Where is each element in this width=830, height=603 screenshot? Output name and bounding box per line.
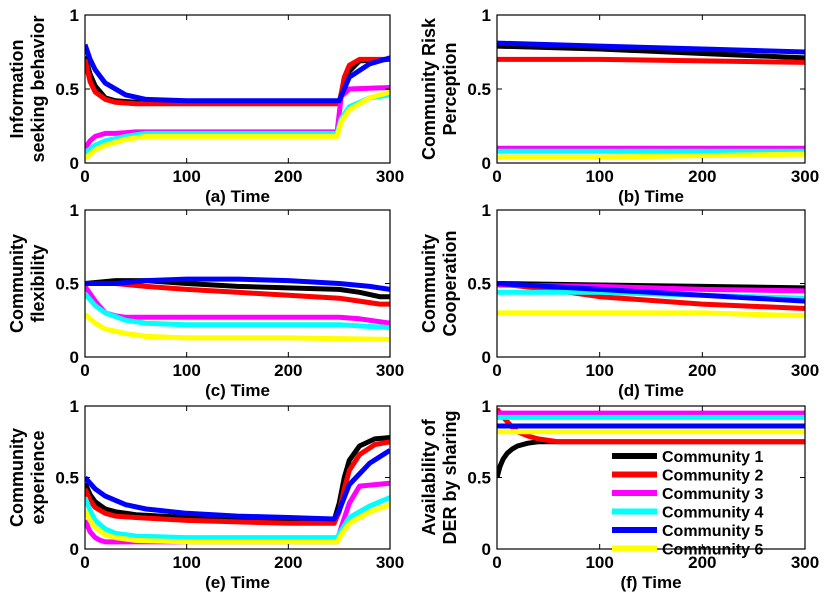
y-tick-label: 1 xyxy=(482,397,491,416)
series-group xyxy=(497,40,805,160)
series-line-1 xyxy=(497,43,805,61)
panel-c: 0 100 200 300 0 0.5 1 (c) Time Communityflexibil… xyxy=(7,201,404,400)
x-tick-label: 0 xyxy=(80,361,89,380)
series-line-5 xyxy=(85,276,390,292)
y-tick-label: 0 xyxy=(482,348,491,367)
axes-frame xyxy=(496,14,806,164)
series-line-2 xyxy=(85,281,390,307)
y-tick-label: 1 xyxy=(70,397,79,416)
x-axis-label: (d) Time xyxy=(618,381,684,400)
y-axis-label: Community RiskPerception xyxy=(419,17,460,160)
y-tick-label: 0.5 xyxy=(467,469,491,488)
x-tick-label: 100 xyxy=(172,361,200,380)
y-tick-label: 0.5 xyxy=(55,469,79,488)
series-line-2 xyxy=(85,439,390,526)
y-axis-label: Communityflexibility xyxy=(7,234,48,333)
legend-label: Community 6 xyxy=(662,542,763,559)
legend-label: Community 2 xyxy=(662,468,763,485)
x-tick-label: 300 xyxy=(791,167,819,186)
x-tick-label: 300 xyxy=(791,553,819,572)
y-tick-label: 0 xyxy=(70,540,79,559)
y-axis-label: Informationseeking behavior xyxy=(7,15,48,162)
x-tick-label: 100 xyxy=(172,553,200,572)
panel-d: 0 100 200 300 0 0.5 1 (d) Time CommunityCooperat… xyxy=(419,201,819,400)
series-line-4 xyxy=(85,495,390,541)
x-tick-label: 100 xyxy=(585,553,613,572)
x-axis-label: (f) Time xyxy=(620,573,681,592)
x-tick-label: 100 xyxy=(172,167,200,186)
series-group xyxy=(85,276,390,342)
legend-label: Community 3 xyxy=(662,486,763,503)
x-tick-label: 0 xyxy=(492,167,501,186)
x-tick-label: 300 xyxy=(376,361,404,380)
y-axis-label: CommunityCooperation xyxy=(419,231,460,337)
series-line-6 xyxy=(497,310,805,319)
panel-b: 0 100 200 300 0 0.5 1 (b) Time Community RiskPer… xyxy=(419,6,819,206)
series-line-2 xyxy=(497,56,805,65)
y-axis-label: Availability ofDER by sharing xyxy=(419,410,460,544)
x-tick-label: 200 xyxy=(274,553,302,572)
y-tick-label: 0 xyxy=(482,540,491,559)
series-line-2 xyxy=(85,56,390,107)
y-tick-label: 1 xyxy=(482,201,491,220)
y-tick-label: 0.5 xyxy=(467,275,491,294)
x-tick-label: 300 xyxy=(791,361,819,380)
series-line-6 xyxy=(85,89,390,161)
x-axis-label: (b) Time xyxy=(618,187,684,206)
legend-label: Community 1 xyxy=(662,449,763,466)
series-group xyxy=(497,281,805,319)
x-tick-label: 200 xyxy=(688,553,716,572)
x-axis-label: (a) Time xyxy=(205,187,270,206)
series-line-5 xyxy=(497,40,805,55)
x-tick-label: 0 xyxy=(80,553,89,572)
series-line-5 xyxy=(85,448,390,522)
series-line-6 xyxy=(85,502,390,545)
series-line-5 xyxy=(85,43,390,104)
x-tick-label: 200 xyxy=(688,361,716,380)
x-tick-label: 0 xyxy=(492,553,501,572)
x-tick-label: 100 xyxy=(585,361,613,380)
x-tick-label: 200 xyxy=(274,361,302,380)
y-tick-label: 1 xyxy=(70,201,79,220)
x-tick-label: 300 xyxy=(376,553,404,572)
y-axis-label: Communityexperience xyxy=(7,428,48,527)
series-line-4 xyxy=(85,292,390,331)
x-tick-label: 300 xyxy=(376,167,404,186)
y-tick-label: 1 xyxy=(70,6,79,25)
panel-f: 0 100 200 300 0 0.5 1 (f) Time Availability ofDE… xyxy=(419,397,819,592)
series-group xyxy=(497,407,805,479)
y-tick-label: 0 xyxy=(70,348,79,367)
x-tick-label: 0 xyxy=(80,167,89,186)
series-line-5 xyxy=(497,281,805,304)
y-tick-label: 0 xyxy=(70,154,79,173)
y-tick-label: 0.5 xyxy=(55,275,79,294)
x-tick-label: 200 xyxy=(688,167,716,186)
x-tick-label: 200 xyxy=(274,167,302,186)
x-axis-label: (c) Time xyxy=(205,381,270,400)
x-tick-label: 100 xyxy=(585,167,613,186)
y-tick-label: 0.5 xyxy=(467,80,491,99)
panel-e: 0 100 200 300 0 0.5 1 (e) Time Communityexperien… xyxy=(7,397,404,592)
series-line-6 xyxy=(497,151,805,160)
x-axis-label: (e) Time xyxy=(205,573,270,592)
legend-label: Community 4 xyxy=(662,505,763,522)
y-tick-label: 0 xyxy=(482,154,491,173)
y-tick-label: 1 xyxy=(482,6,491,25)
legend-label: Community 5 xyxy=(662,523,763,540)
series-line-6 xyxy=(85,312,390,342)
y-tick-label: 0.5 xyxy=(55,80,79,99)
series-group xyxy=(85,435,390,545)
series-line-1 xyxy=(85,435,390,523)
x-tick-label: 0 xyxy=(492,361,501,380)
panel-a: 0 100 200 300 0 0.5 1 (a) Time Informationseekin… xyxy=(7,6,404,206)
series-group xyxy=(85,43,390,161)
